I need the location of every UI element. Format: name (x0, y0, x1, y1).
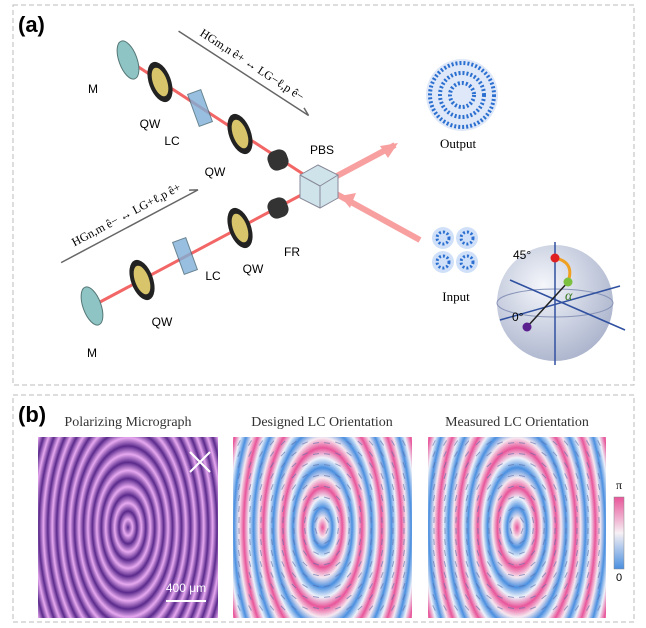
colorbar-max: π (616, 478, 622, 492)
figure: (a) (b) 400 μm π 0 MQWLCQWPBSFRQWLCQWMHG… (0, 0, 646, 628)
component-label: QW (152, 315, 173, 329)
director (500, 528, 501, 534)
sphere-label: 0° (512, 310, 524, 324)
director (393, 539, 394, 545)
optic (142, 59, 177, 106)
scale-label: 400 μm (166, 581, 206, 595)
director (239, 539, 240, 545)
designed-lc (233, 437, 412, 618)
panel-label: (b) (18, 402, 46, 427)
optic (124, 257, 159, 304)
optic (188, 90, 213, 127)
output-label: Output (440, 136, 477, 151)
panel-title: Designed LC Orientation (251, 415, 393, 430)
mirror (77, 284, 108, 328)
director (360, 517, 361, 523)
optic (173, 238, 198, 275)
sphere-label: 45° (513, 248, 531, 262)
lobe (456, 227, 478, 249)
mirror (113, 38, 144, 82)
director (324, 608, 330, 609)
component-label: LC (205, 269, 221, 283)
director (434, 506, 435, 512)
director (261, 539, 262, 545)
lobe (432, 227, 454, 249)
component-label: LC (164, 134, 180, 148)
panel-title: Measured LC Orientation (445, 415, 589, 430)
director (599, 539, 600, 545)
colorbar-min: 0 (616, 572, 622, 584)
output-pattern (426, 59, 498, 131)
optic (113, 38, 144, 82)
director (404, 506, 405, 512)
director (239, 506, 240, 512)
component-label: PBS (310, 143, 334, 157)
colorbar (614, 497, 624, 569)
director (555, 517, 556, 523)
optic (222, 111, 257, 158)
director (478, 517, 479, 523)
optic (77, 284, 108, 328)
optic (222, 205, 257, 252)
panel-label: (a) (18, 12, 45, 37)
measured-lc (428, 437, 606, 618)
lobe (456, 251, 478, 273)
lobe (432, 251, 454, 273)
formula: HGm,n ê+ ↔ LG−ℓ,p ê− (197, 26, 307, 104)
lc-cell (188, 90, 213, 127)
director (324, 443, 330, 444)
rotator (265, 195, 291, 221)
director (588, 539, 589, 545)
optic (265, 195, 291, 221)
component-label: M (88, 82, 98, 96)
director (404, 539, 405, 545)
formula: HGn,m ê− ↔ LG+ℓ,p ê+ (69, 180, 183, 249)
director (250, 539, 251, 545)
component-label: QW (140, 117, 161, 131)
pattern-bg (426, 59, 498, 131)
sphere-label: α (565, 289, 573, 304)
component-label: M (87, 346, 97, 360)
director (283, 517, 284, 523)
component-label: QW (205, 165, 226, 179)
panel-title: Polarizing Micrograph (64, 415, 191, 430)
director (305, 528, 306, 534)
input-pattern (432, 227, 478, 273)
director (599, 506, 600, 512)
input-label: Input (442, 289, 470, 304)
director (445, 539, 446, 545)
pbs (300, 165, 338, 208)
component-label: FR (284, 245, 300, 259)
director (434, 539, 435, 545)
lc-cell (173, 238, 198, 275)
component-label: QW (243, 262, 264, 276)
